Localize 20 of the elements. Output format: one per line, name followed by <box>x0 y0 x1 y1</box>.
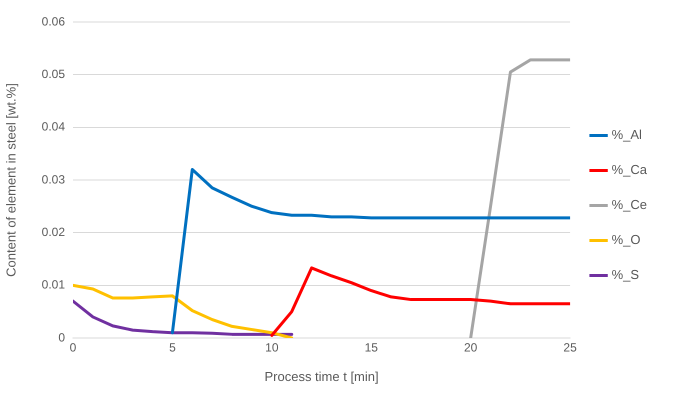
x-tick-label: 5 <box>169 340 176 355</box>
legend-label: %_Al <box>612 127 642 142</box>
legend-label: %_Ca <box>612 162 648 178</box>
legend-label: %_O <box>612 232 640 248</box>
y-tick-label: 0.06 <box>42 14 66 28</box>
legend-label: %_Ce <box>612 197 648 212</box>
x-tick-label: 20 <box>464 340 478 355</box>
y-axis-title: Content of element in steel [wt.%] <box>3 83 18 277</box>
y-tick-label: 0.04 <box>42 120 66 134</box>
y-tick-label: 0.05 <box>42 66 66 81</box>
x-tick-label: 25 <box>563 340 578 355</box>
x-tick-label: 10 <box>265 340 279 355</box>
x-tick-label: 0 <box>70 340 77 355</box>
y-tick-label: 0.02 <box>42 224 66 239</box>
legend-label: %_S <box>612 267 640 282</box>
y-tick-label: 0.03 <box>42 172 66 186</box>
x-axis-title: Process time t [min] <box>264 368 379 384</box>
x-tick-label: 15 <box>364 340 378 355</box>
y-tick-label: 0 <box>58 330 66 344</box>
y-tick-label: 0.01 <box>42 278 66 292</box>
